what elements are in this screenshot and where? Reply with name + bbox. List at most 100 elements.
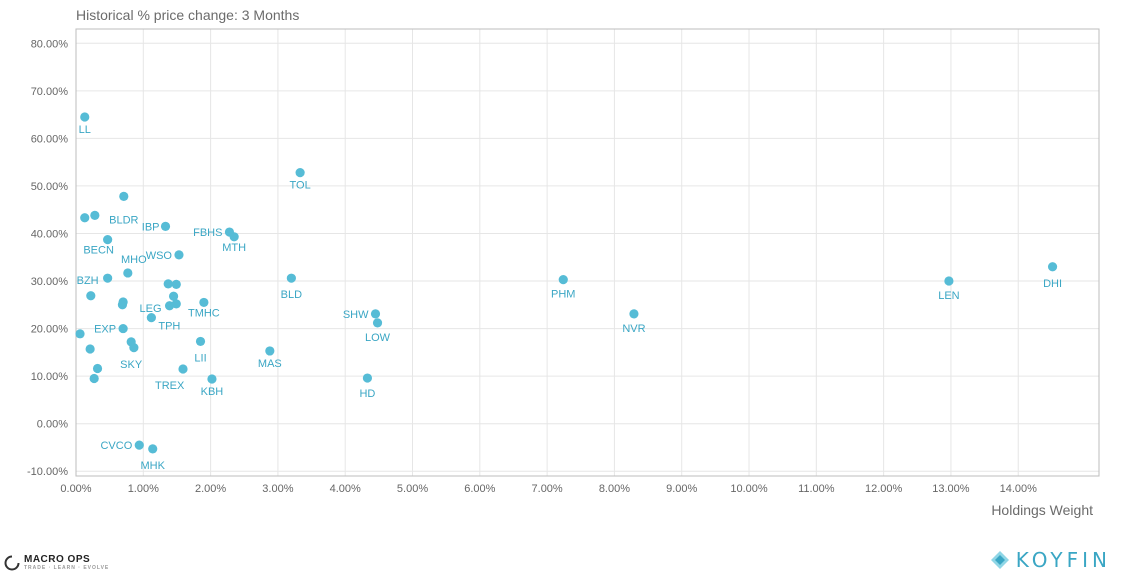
x-tick-label: 13.00% [932, 483, 970, 495]
data-point [85, 344, 95, 354]
macro-ops-brand-text: MACRO OPS [24, 554, 91, 565]
point-label: BLDR [109, 214, 138, 226]
data-point [265, 346, 275, 356]
point-label: BLD [281, 289, 302, 301]
y-tick-label: 70.00% [31, 86, 69, 98]
point-label: TOL [290, 180, 311, 192]
y-tick-label: 80.00% [31, 38, 69, 50]
y-tick-label: -10.00% [27, 466, 68, 478]
scatter-chart: -10.00% 0.00% 10.00% 20.00% 30.00% 40.00% 50.0… [27, 28, 1100, 495]
data-point [103, 235, 113, 245]
y-tick-label: 40.00% [31, 228, 69, 240]
data-point [80, 213, 90, 223]
data-point [171, 299, 181, 309]
data-point [629, 309, 639, 319]
koyfin-mark-icon [990, 551, 1009, 569]
point-label: TREX [155, 380, 185, 392]
x-axis-title: Holdings Weight [991, 502, 1093, 518]
y-tick-label: 0.00% [37, 419, 68, 431]
point-label: KBH [201, 386, 224, 398]
data-point [163, 279, 173, 289]
point-label: NVR [622, 323, 645, 335]
data-point [123, 268, 133, 278]
data-point [146, 313, 156, 323]
point-label: MAS [258, 358, 282, 370]
macro-ops-mark-icon [4, 554, 20, 570]
point-label: FBHS [193, 227, 222, 239]
point-label: MTH [222, 242, 246, 254]
x-tick-label: 6.00% [464, 483, 495, 495]
x-tick-label: 10.00% [730, 483, 768, 495]
point-label: HD [359, 388, 375, 400]
x-tick-label: 2.00% [195, 483, 226, 495]
data-point [75, 329, 85, 339]
data-point [1047, 262, 1058, 272]
macro-ops-tagline: TRADE · LEARN · EVOLVE [24, 565, 110, 571]
data-point [129, 343, 139, 353]
point-label: CVCO [100, 440, 132, 452]
point-label: IBP [142, 221, 160, 233]
y-axis: -10.00% 0.00% 10.00% 20.00% 30.00% 40.00% 50.0… [27, 38, 68, 478]
x-tick-label: 7.00% [532, 483, 563, 495]
x-tick-label: 1.00% [128, 483, 159, 495]
data-point [207, 374, 217, 384]
data-point [286, 273, 296, 283]
y-tick-label: 20.00% [31, 324, 69, 336]
point-label: TPH [158, 321, 180, 333]
data-point [944, 276, 954, 286]
data-point [119, 191, 129, 201]
plot-frame [75, 28, 1100, 477]
point-label: TMHC [188, 307, 220, 319]
data-points [75, 112, 1058, 454]
point-label: LL [79, 124, 91, 136]
koyfin-brand: KOYFIN [1015, 548, 1111, 572]
point-label: SKY [120, 359, 143, 371]
y-tick-label: 10.00% [31, 371, 69, 383]
x-tick-label: 12.00% [865, 483, 903, 495]
data-point [89, 373, 99, 384]
point-label: LEN [938, 290, 959, 302]
x-tick-label: 9.00% [666, 483, 697, 495]
point-label: LOW [365, 332, 391, 344]
data-point [178, 364, 188, 374]
point-label: EXP [94, 324, 116, 336]
data-point [92, 363, 103, 374]
data-point [117, 300, 128, 310]
point-label: WSO [146, 250, 173, 262]
data-point [134, 440, 144, 450]
x-tick-label: 3.00% [262, 483, 293, 495]
data-point [168, 291, 179, 301]
data-point [80, 112, 90, 122]
y-tick-label: 30.00% [31, 276, 69, 288]
macro-ops-brand: MACRO OPS TRADE · LEARN · EVOLVE [24, 554, 109, 571]
y-tick-label: 50.00% [31, 181, 69, 193]
data-point [199, 297, 209, 308]
data-point [90, 210, 100, 221]
data-point [362, 373, 373, 383]
point-label: MHO [121, 254, 147, 266]
point-label: MHK [140, 460, 165, 472]
x-tick-label: 14.00% [1000, 483, 1038, 495]
data-point [103, 273, 113, 283]
data-point [171, 279, 181, 289]
point-label: SHW [343, 309, 369, 321]
macro-ops-logo: MACRO OPS TRADE · LEARN · EVOLVE [4, 554, 109, 571]
data-point [86, 291, 96, 301]
y-tick-label: 60.00% [31, 133, 69, 145]
data-point [370, 309, 381, 319]
data-point [174, 250, 184, 260]
data-point [160, 221, 171, 231]
point-label: BZH [77, 275, 99, 287]
data-point [148, 444, 158, 454]
point-label: LEG [140, 303, 162, 315]
data-point [118, 323, 128, 334]
x-tick-label: 11.00% [798, 483, 835, 495]
x-tick-label: 8.00% [599, 483, 630, 495]
koyfin-logo: KOYFIN [990, 548, 1111, 572]
point-label: BECN [83, 245, 114, 257]
x-tick-label: 0.00% [60, 483, 91, 495]
x-tick-label: 5.00% [397, 483, 428, 495]
data-point [295, 168, 305, 178]
data-point [229, 232, 239, 242]
